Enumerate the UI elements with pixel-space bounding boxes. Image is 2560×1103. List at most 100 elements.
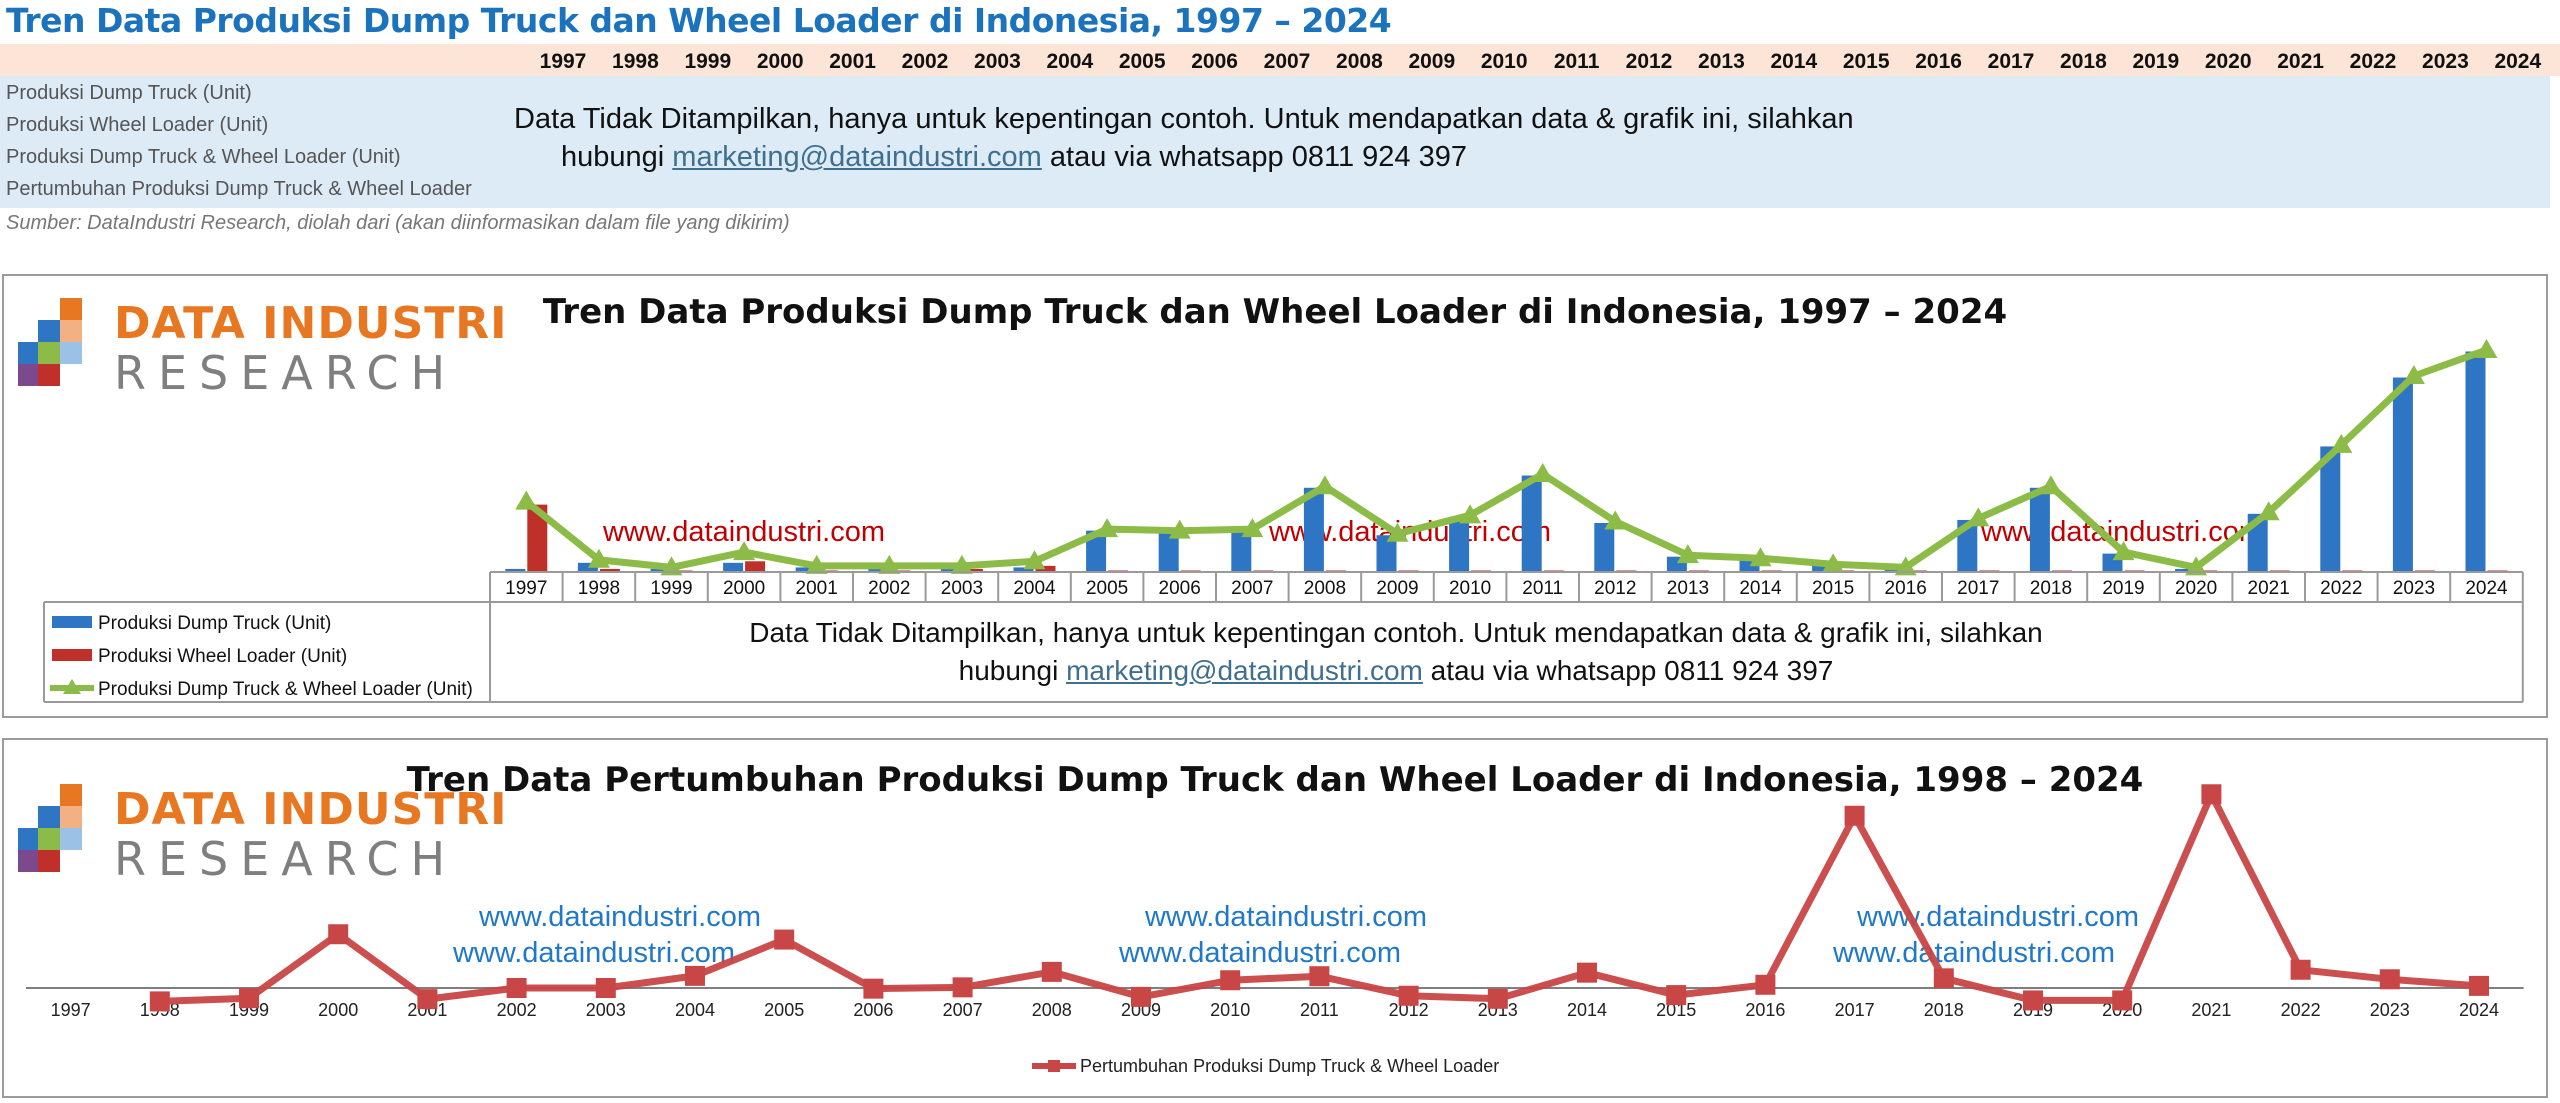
marker-growth-2009: [1131, 986, 1151, 1007]
marker-growth-2008: [1041, 961, 1062, 982]
marker-total-2007: [1241, 518, 1264, 538]
chart1-data-notice: Data Tidak Ditampilkan, hanya untuk kepe…: [546, 614, 2246, 690]
marker-growth-2005: [774, 929, 795, 950]
marker-growth-2012: [1398, 985, 1419, 1006]
marker-total-2015: [1822, 553, 1845, 573]
header-year-2012: 2012: [1625, 50, 1673, 73]
x-tick-label-2001: 2001: [796, 578, 838, 599]
header-year-2005: 2005: [1118, 50, 1166, 73]
marker-growth-2000: [328, 924, 349, 945]
x-tick-label-2023: 2023: [2393, 578, 2435, 599]
watermark-wm1-c: www.dataindustri.com: [1980, 516, 2263, 548]
row-label-dump-truck: Produksi Dump Truck (Unit): [6, 82, 252, 104]
bar-dump-truck-2012: [1594, 523, 1615, 572]
marker-total-1998: [587, 548, 610, 568]
header-year-2007: 2007: [1263, 50, 1311, 73]
production-chart-panel: DATA INDUSTRI RESEARCH Tren Data Produks…: [2, 274, 2548, 718]
marker-total-2010: [1459, 504, 1482, 524]
data-notice: Data Tidak Ditampilkan, hanya untuk kepe…: [514, 100, 1854, 176]
bar-dump-truck-2003: [940, 568, 961, 572]
bar-dump-truck-2008: [1303, 487, 1324, 572]
bar-dump-truck-2010: [1449, 516, 1470, 572]
bar-dump-truck-2004: [1013, 567, 1034, 572]
x-tick-label-2007: 2007: [1231, 578, 1273, 599]
legend-label-0: Produksi Dump Truck (Unit): [98, 613, 331, 634]
bar-dump-truck-2009: [1376, 535, 1397, 572]
marker-total-2012: [1604, 510, 1627, 530]
marker-growth-2001: [417, 989, 438, 1010]
x-tick-label-2004: 2004: [675, 1000, 715, 1020]
watermark-wm2-a: www.dataindustri.com: [478, 901, 761, 933]
x-tick-label-2020: 2020: [2175, 578, 2217, 599]
x-tick-label-1997: 1997: [505, 578, 547, 599]
data-notice-line2: hubungi marketing@dataindustri.com atau …: [514, 138, 1514, 176]
bar-dump-truck-2018: [2029, 487, 2050, 572]
marker-total-2003: [950, 554, 973, 574]
header-year-2022: 2022: [2349, 50, 2397, 73]
header-year-2015: 2015: [1842, 50, 1890, 73]
marker-growth-2018: [1933, 968, 1954, 989]
bar-wheel-loader-2003: [962, 568, 983, 572]
row-label-wheel-loader: Produksi Wheel Loader (Unit): [6, 114, 269, 136]
x-tick-label-2011: 2011: [1300, 1000, 1339, 1020]
x-tick-label-2016: 2016: [1885, 578, 1927, 599]
marker-growth-2010: [1220, 970, 1241, 991]
bar-dump-truck-2006: [1158, 532, 1179, 572]
header-year-2004: 2004: [1046, 50, 1094, 73]
bar-dump-truck-2001: [795, 567, 816, 572]
x-tick-label-2009: 2009: [1121, 1000, 1161, 1020]
marker-total-2024: [2475, 338, 2498, 358]
header-year-2018: 2018: [2060, 50, 2107, 73]
x-tick-label-2021: 2021: [2248, 578, 2290, 599]
line-total-production: [524, 346, 2488, 571]
logo2-text-line1: DATA INDUSTRI: [114, 784, 508, 835]
production-chart: www.dataindustri.com www.dataindustri.com…: [43, 338, 2524, 703]
email-link[interactable]: marketing@dataindustri.com: [672, 141, 1042, 173]
header-year-2010: 2010: [1480, 50, 1528, 73]
header-year-2001: 2001: [829, 50, 876, 73]
header-year-2013: 2013: [1698, 50, 1745, 73]
legend-label-1: Produksi Wheel Loader (Unit): [98, 646, 347, 667]
legend-swatch-0: [52, 616, 92, 628]
marker-total-1997: [515, 490, 538, 510]
chart1-notice-suffix: atau via whatsapp 0811 924 397: [1422, 655, 1834, 686]
growth-chart: www.dataindustri.com www.dataindustri.com…: [26, 784, 2524, 1076]
header-year-2019: 2019: [2132, 50, 2180, 73]
header-year-1997: 1997: [539, 50, 587, 73]
header-year-1998: 1998: [612, 50, 659, 73]
x-tick-label-2013: 2013: [1667, 578, 1709, 599]
x-tick-label-2010: 2010: [1210, 1000, 1250, 1020]
legend-label-growth: Pertumbuhan Produksi Dump Truck & Wheel …: [1080, 1056, 1499, 1076]
marker-total-2013: [1676, 544, 1699, 564]
chart2-title: Tren Data Pertumbuhan Produksi Dump Truc…: [406, 760, 2144, 800]
watermark-wm2-f: www.dataindustri.com: [1832, 937, 2115, 969]
chart1-notice-line2: hubungi marketing@dataindustri.com atau …: [546, 652, 2246, 690]
marker-growth-2023: [2379, 969, 2400, 990]
bar-wheel-loader-2000: [745, 561, 766, 572]
logo-data-industri-research-2: DATA INDUSTRI RESEARCH: [18, 784, 507, 894]
marker-total-2008: [1313, 475, 1336, 495]
x-tick-label-1998: 1998: [578, 578, 620, 599]
x-tick-label-2012: 2012: [1594, 578, 1636, 599]
bar-dump-truck-2024: [2465, 351, 2486, 572]
data-notice-line1: Data Tidak Ditampilkan, hanya untuk kepe…: [514, 103, 1854, 135]
x-tick-label-2023: 2023: [2370, 1000, 2410, 1020]
bar-wheel-loader-1998: [599, 568, 620, 572]
x-tick-label-2018: 2018: [2030, 578, 2072, 599]
marker-total-2018: [2039, 475, 2062, 495]
header-year-2020: 2020: [2204, 50, 2252, 73]
marker-growth-2022: [2290, 959, 2311, 980]
bar-dump-truck-2005: [1086, 530, 1107, 572]
marker-total-2006: [1168, 519, 1191, 539]
chart1-email-link[interactable]: marketing@dataindustri.com: [1066, 655, 1423, 686]
x-tick-label-1999: 1999: [229, 1000, 269, 1020]
x-tick-label-2024: 2024: [2459, 1000, 2499, 1020]
bar-dump-truck-2016: [1884, 568, 1905, 572]
marker-growth-2024: [2469, 975, 2489, 996]
x-tick-label-2017: 2017: [1957, 578, 1999, 599]
year-header-row: 1997 1998 1999 2000 2001 2002 2003 2004 2005 2006…: [0, 44, 2560, 76]
header-year-2014: 2014: [1770, 50, 1818, 73]
marker-growth-2020: [2112, 990, 2133, 1011]
chart1-notice-line1: Data Tidak Ditampilkan, hanya untuk kepe…: [749, 617, 2043, 648]
data-table-band: Produksi Dump Truck (Unit) Produksi Whee…: [0, 76, 2550, 208]
